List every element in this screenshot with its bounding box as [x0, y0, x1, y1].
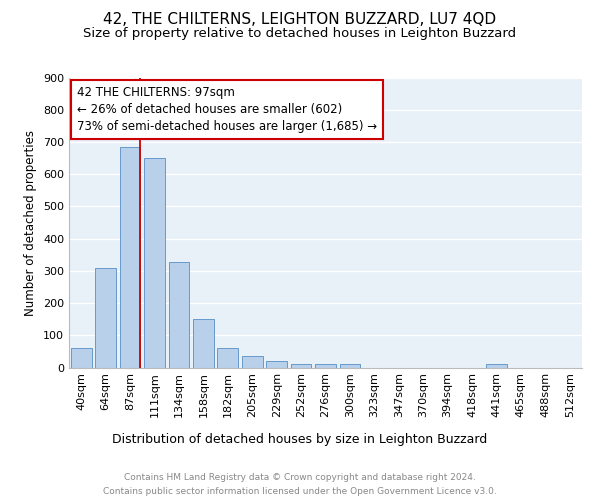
Text: 42, THE CHILTERNS, LEIGHTON BUZZARD, LU7 4QD: 42, THE CHILTERNS, LEIGHTON BUZZARD, LU7…: [103, 12, 497, 28]
Bar: [119, 148, 140, 368]
Bar: [71, 348, 92, 368]
Text: 42 THE CHILTERNS: 97sqm
← 26% of detached houses are smaller (602)
73% of semi-d: 42 THE CHILTERNS: 97sqm ← 26% of detache…: [77, 86, 377, 133]
Bar: [144, 158, 165, 368]
Bar: [193, 319, 214, 368]
Text: Contains HM Land Registry data © Crown copyright and database right 2024.: Contains HM Land Registry data © Crown c…: [124, 472, 476, 482]
Bar: [217, 348, 238, 368]
Bar: [340, 364, 361, 368]
Text: Contains public sector information licensed under the Open Government Licence v3: Contains public sector information licen…: [103, 488, 497, 496]
Bar: [266, 361, 287, 368]
Bar: [169, 262, 190, 368]
Bar: [242, 356, 263, 368]
Bar: [290, 364, 311, 368]
Bar: [315, 364, 336, 368]
Text: Distribution of detached houses by size in Leighton Buzzard: Distribution of detached houses by size …: [112, 432, 488, 446]
Y-axis label: Number of detached properties: Number of detached properties: [25, 130, 37, 316]
Bar: [486, 364, 507, 368]
Bar: [95, 268, 116, 368]
Text: Size of property relative to detached houses in Leighton Buzzard: Size of property relative to detached ho…: [83, 28, 517, 40]
